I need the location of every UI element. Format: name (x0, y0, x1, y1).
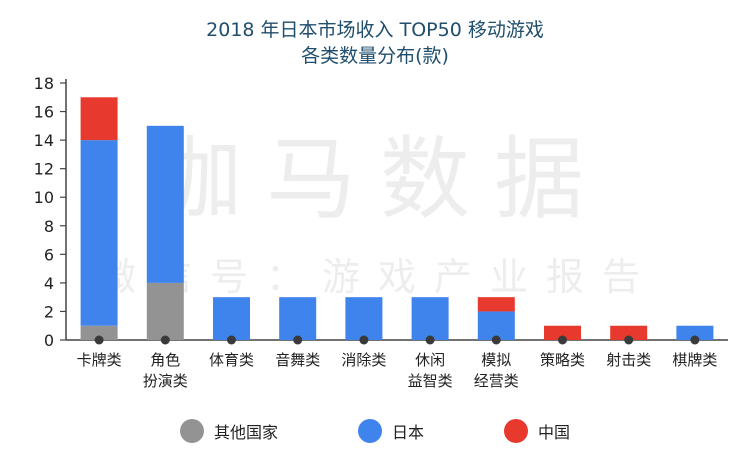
x-axis-marker (293, 335, 303, 345)
x-tick-label: 扮演类 (143, 372, 188, 390)
legend-label-japan: 日本 (391, 423, 424, 442)
y-tick-label: 10 (34, 188, 54, 207)
legend-label-other: 其他国家 (213, 423, 278, 442)
x-tick-label: 策略类 (540, 351, 585, 369)
x-tick-label: 益智类 (408, 372, 453, 390)
watermark-main: 伽马数据 (152, 127, 608, 232)
bar-segment-other (80, 325, 118, 340)
x-axis-marker (160, 335, 170, 345)
x-tick-label: 经营类 (474, 372, 519, 390)
legend-swatch-japan (357, 419, 382, 443)
x-tick-label: 音舞类 (275, 351, 320, 369)
chart-title: 2018 年日本市场收入 TOP50 移动游戏 (206, 19, 544, 41)
y-tick-label: 18 (34, 74, 54, 93)
y-tick-label: 6 (44, 245, 54, 264)
y-tick-label: 14 (34, 131, 54, 150)
legend-swatch-other (179, 419, 204, 443)
y-tick-label: 4 (44, 274, 54, 293)
x-axis-marker (690, 335, 700, 345)
x-tick-label: 体育类 (209, 351, 254, 369)
bar-segment-japan (411, 297, 449, 340)
legend-label-china: 中国 (538, 423, 571, 442)
y-tick-label: 8 (44, 217, 54, 236)
bar-segment-china (610, 325, 648, 340)
bar-segment-japan (146, 125, 184, 283)
bar-segment-japan (80, 140, 118, 326)
legend-item-other: 其他国家 (179, 419, 278, 443)
bar-segment-japan (213, 297, 250, 340)
y-tick-label: 2 (44, 302, 54, 321)
x-tick-label: 角色 (150, 351, 180, 369)
bar-segment-japan (477, 311, 515, 340)
bar-segment-japan (279, 297, 317, 340)
x-axis-marker (558, 335, 567, 345)
x-tick-label: 模拟 (481, 351, 511, 369)
legend: 其他国家 日本 中国 (0, 419, 750, 443)
bar-segment-china (80, 97, 118, 141)
bar-segment-japan (676, 325, 714, 340)
x-axis-marker (359, 335, 369, 345)
x-axis-marker (227, 335, 236, 345)
x-tick-label: 消除类 (341, 351, 386, 369)
legend-swatch-china (504, 419, 528, 443)
x-tick-label: 卡牌类 (77, 351, 122, 369)
x-tick-label: 棋牌类 (672, 351, 717, 369)
x-tick-label: 休闲 (415, 351, 445, 369)
bar-segment-china (477, 297, 515, 312)
x-axis-marker (624, 335, 634, 345)
x-tick-label: 射击类 (606, 351, 651, 369)
x-axis-marker (425, 335, 435, 345)
x-axis-marker (491, 335, 501, 345)
bar-segment-china (544, 325, 581, 340)
x-axis-marker (94, 335, 104, 345)
legend-item-china: 中国 (504, 419, 570, 443)
y-tick-label: 16 (34, 103, 54, 122)
bar-segment-japan (345, 297, 383, 340)
y-tick-label: 12 (34, 160, 54, 179)
bar-segment-other (146, 282, 184, 340)
y-tick-label: 0 (44, 331, 54, 350)
chart-subtitle: 各类数量分布(款) (301, 45, 449, 67)
watermark-sub: 微信号：游戏产业报告 (98, 255, 658, 299)
legend-item-japan: 日本 (357, 419, 424, 443)
